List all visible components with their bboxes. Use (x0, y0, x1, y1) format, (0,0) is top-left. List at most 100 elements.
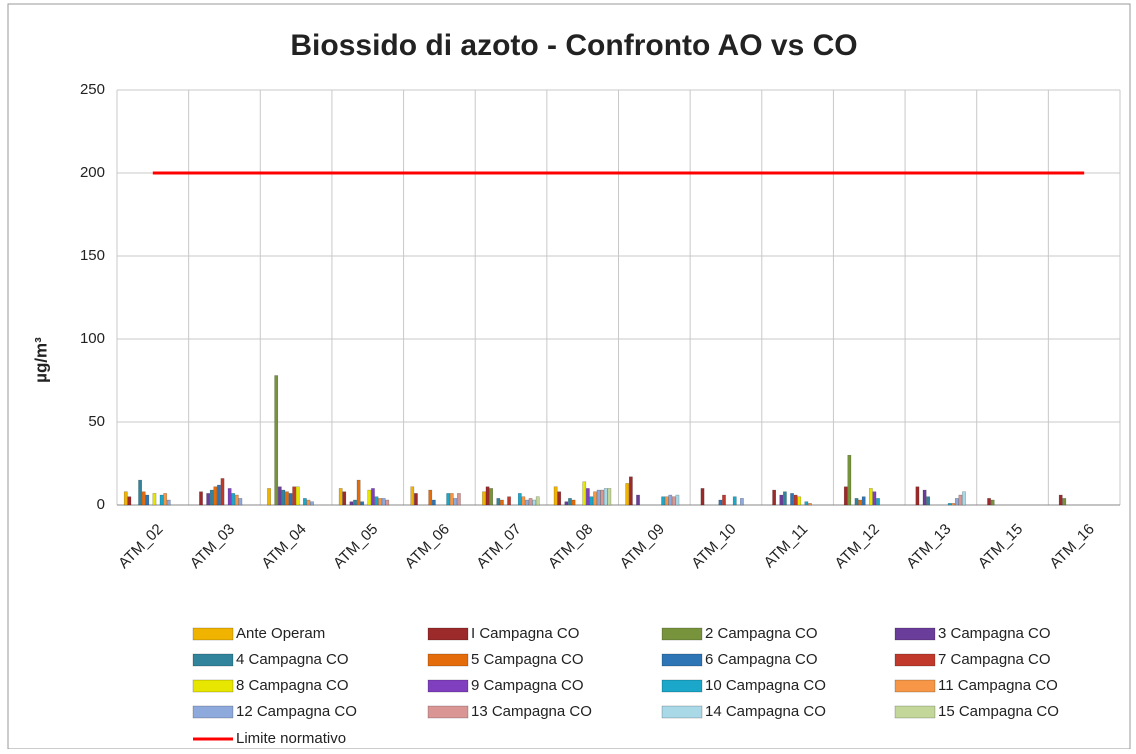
bar (371, 488, 375, 506)
legend-label: 3 Campagna CO (938, 625, 1051, 642)
bar (428, 489, 433, 506)
legend-swatch (661, 653, 703, 667)
bar (858, 499, 862, 506)
legend-swatch (192, 679, 234, 693)
legend-label: 12 Campagna CO (236, 703, 357, 720)
bar (521, 496, 526, 506)
bar (267, 488, 271, 506)
bar (962, 491, 966, 506)
bar (596, 489, 601, 506)
legend-label: 6 Campagna CO (705, 651, 818, 668)
legend-swatch (894, 627, 936, 641)
bar (872, 491, 877, 506)
legend-label: 9 Campagna CO (471, 677, 584, 694)
bar (166, 499, 171, 506)
bar (138, 479, 142, 506)
bar (922, 489, 927, 506)
bar (603, 488, 608, 506)
y-tick-label: 150 (80, 247, 105, 264)
bar (915, 486, 920, 506)
y-tick-label: 50 (88, 413, 105, 430)
bar (360, 501, 365, 506)
bar (568, 498, 572, 506)
bar (231, 493, 236, 506)
y-tick-label: 100 (80, 330, 105, 347)
legend-swatch (894, 653, 936, 667)
bar (564, 501, 569, 506)
bar (671, 496, 676, 506)
bar (209, 489, 214, 506)
legend-label: Ante Operam (236, 625, 325, 642)
bar (664, 496, 669, 506)
legend-swatch (894, 679, 936, 693)
bar (349, 501, 354, 506)
chart-title: Biossido di azoto - Confronto AO vs CO (290, 29, 857, 62)
y-tick-label: 250 (80, 81, 105, 98)
legend-swatch (661, 679, 703, 693)
bar (535, 496, 540, 506)
bar (127, 496, 132, 506)
bar (793, 494, 798, 506)
bar (385, 499, 390, 506)
bar (496, 498, 501, 506)
bar (525, 499, 529, 506)
y-axis-label: µg/m³ (31, 337, 50, 383)
legend-swatch (894, 705, 936, 719)
bar (356, 479, 361, 506)
bar (353, 499, 357, 506)
bar (238, 498, 243, 506)
legend-label: Limite normativo (236, 730, 346, 747)
bar (482, 491, 486, 506)
legend-label: 2 Campagna CO (705, 625, 818, 642)
legend-label: 8 Campagna CO (236, 677, 349, 694)
legend-label: 11 Campagna CO (938, 677, 1058, 694)
bar (625, 483, 630, 506)
bar (804, 501, 809, 506)
bar (431, 499, 436, 506)
bar (990, 499, 995, 506)
legend-label: 4 Campagna CO (236, 651, 349, 668)
bar (532, 499, 537, 506)
bar (876, 498, 880, 506)
bar (414, 493, 418, 506)
bar (951, 503, 956, 506)
bar (668, 494, 673, 506)
bar (589, 496, 594, 506)
bar (740, 498, 744, 506)
bar (500, 499, 504, 506)
bar (234, 494, 239, 506)
bar (274, 375, 279, 506)
bar (310, 501, 314, 506)
legend-swatch (427, 705, 469, 719)
bar (586, 488, 590, 506)
bar (410, 486, 415, 506)
legend-swatch (427, 627, 469, 641)
legend-swatch (661, 705, 703, 719)
legend-label: 5 Campagna CO (471, 651, 584, 668)
bar (722, 494, 726, 506)
bar (790, 493, 794, 506)
bar (489, 488, 494, 506)
bar (453, 498, 458, 506)
bar (381, 498, 386, 506)
y-tick-label: 200 (80, 164, 105, 181)
bar (367, 489, 372, 506)
bar (808, 503, 812, 506)
bar (528, 498, 533, 506)
bar (338, 488, 343, 506)
bar (281, 489, 286, 506)
bar (449, 493, 454, 506)
bar (582, 481, 587, 506)
bar (987, 498, 991, 506)
bar (700, 488, 705, 506)
bar (378, 498, 382, 506)
bar (779, 494, 784, 506)
bar (206, 493, 211, 506)
legend-label: 7 Campagna CO (938, 651, 1051, 668)
chart-frame (7, 3, 1131, 750)
bar (199, 491, 203, 506)
bar (292, 486, 296, 506)
bar (732, 496, 737, 506)
bar (517, 493, 522, 506)
legend-label: I Campagna CO (471, 625, 579, 642)
